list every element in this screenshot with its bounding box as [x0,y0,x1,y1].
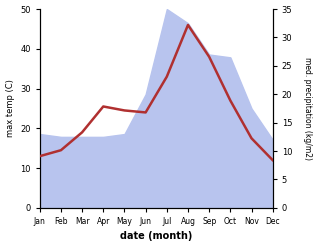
X-axis label: date (month): date (month) [120,231,192,242]
Y-axis label: max temp (C): max temp (C) [5,80,15,137]
Y-axis label: med. precipitation (kg/m2): med. precipitation (kg/m2) [303,57,313,160]
